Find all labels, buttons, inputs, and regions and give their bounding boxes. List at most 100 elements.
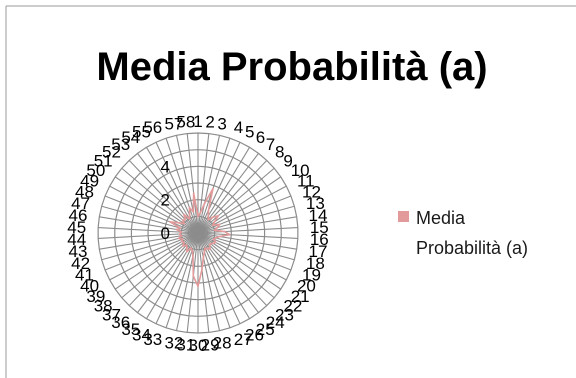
series-point [212,187,214,190]
grid-spoke [121,167,199,234]
series-point [180,231,183,234]
category-label: 39 [86,287,105,306]
category-label: 7 [266,135,275,154]
category-label: 35 [121,320,140,339]
category-label: 45 [67,218,86,237]
series-point [206,247,209,250]
grid-spoke [137,232,199,313]
category-label: 38 [94,297,113,316]
grid-spoke [197,232,221,331]
category-label: 55 [132,122,151,141]
series-point [179,227,182,230]
category-label: 51 [94,151,113,170]
legend-label-line2: Probabilità (a) [416,238,528,258]
category-label: 50 [86,161,105,180]
category-label: 26 [245,326,264,345]
series-point [203,202,206,205]
series-point [192,275,195,277]
series-point [228,233,231,236]
radial-tick-label: 2 [161,191,170,210]
series-point [186,246,188,249]
grid-spoke [101,205,199,234]
series-point [169,221,172,223]
grid-spoke [197,232,298,239]
category-label: 18 [306,254,325,273]
series-point [192,254,194,257]
category-label: 10 [291,161,310,180]
series-point [199,212,202,215]
radial-tick-labels: 0 2 4 [161,157,170,243]
series-point [212,242,215,245]
series-point [204,247,206,250]
grid-spoke [197,147,251,234]
series-point [192,210,195,213]
category-label: 53 [111,135,130,154]
grid-spoke [197,232,282,290]
category-label: 58 [176,113,195,132]
series-point [213,229,216,232]
category-label: 36 [111,313,130,332]
category-label: 16 [310,230,329,249]
series-point [188,206,191,209]
grid-spoke [197,160,268,234]
series-point [218,223,221,226]
series-point [207,209,210,212]
series-point [180,234,183,237]
grid-spoke [197,133,210,234]
category-label: 54 [121,128,140,147]
series-point [175,228,178,231]
grid-spoke [197,232,251,319]
category-label: 20 [297,276,316,295]
series-point [180,240,183,243]
grid-spoke [101,232,199,261]
series-point [182,213,185,216]
grid-spoke [197,232,231,328]
category-label: 13 [306,194,325,213]
series-point [183,222,186,225]
category-label: 24 [266,313,285,332]
grid-spoke [197,142,241,234]
grid-spoke [137,153,199,234]
grid-spoke [197,232,210,333]
category-label: 23 [275,305,294,324]
series-point [177,237,180,240]
series-point [212,238,215,241]
grid-spoke [121,232,199,299]
category-label: 12 [302,183,321,202]
grid-spoke [197,195,292,234]
series-point [201,268,203,271]
series-point [217,214,220,217]
grid-spoke [197,232,295,261]
category-label: 57 [164,115,183,134]
series-point [213,220,216,223]
radar-grid [97,132,299,334]
grid-spoke [197,176,282,234]
category-label: 2 [205,113,214,132]
grid-spoke [99,216,199,234]
series-point [190,247,192,250]
category-label: 44 [67,230,86,249]
category-label: 49 [80,172,99,191]
series-point [177,221,180,224]
grid-spoke [197,227,298,234]
grid-spoke [165,232,199,328]
category-labels: 1 2 3 4 5 6 7 891011121314151617181920212223242… [67,112,329,355]
grid-spoke [145,232,199,319]
category-label: 47 [71,194,90,213]
category-label: 5 [245,122,254,141]
category-label: 46 [69,206,88,225]
series-point [181,238,184,241]
series-point [211,224,214,227]
series-point [181,245,184,247]
grid-spoke [109,185,199,234]
category-label: 37 [102,305,121,324]
series-point [218,235,221,238]
grid-spoke [128,160,199,234]
category-label: 43 [69,242,88,261]
series-point [207,214,210,217]
legend-swatch [398,211,409,222]
grid-spoke [197,138,231,234]
grid-spoke [175,135,199,234]
category-label: 40 [80,276,99,295]
